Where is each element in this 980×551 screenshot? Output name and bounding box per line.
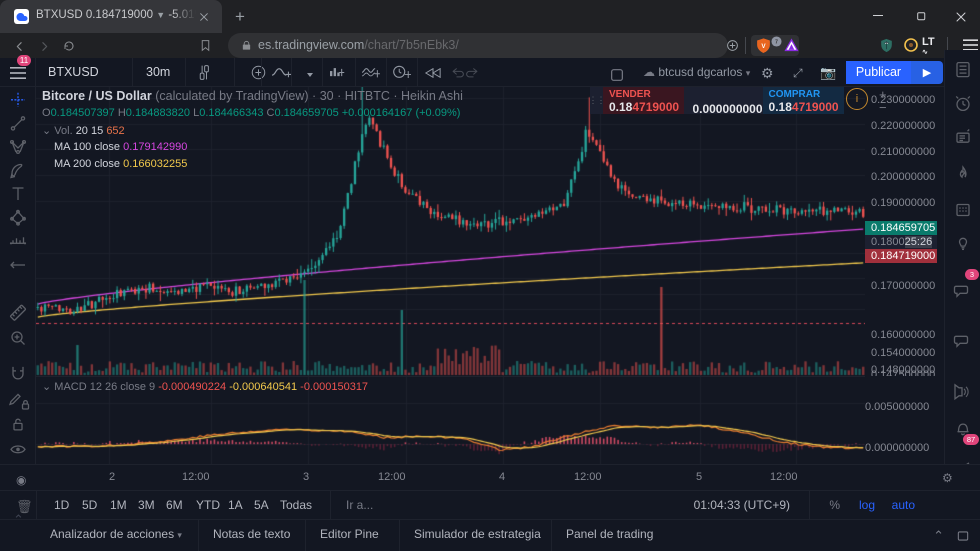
svg-text:7: 7	[775, 39, 778, 45]
